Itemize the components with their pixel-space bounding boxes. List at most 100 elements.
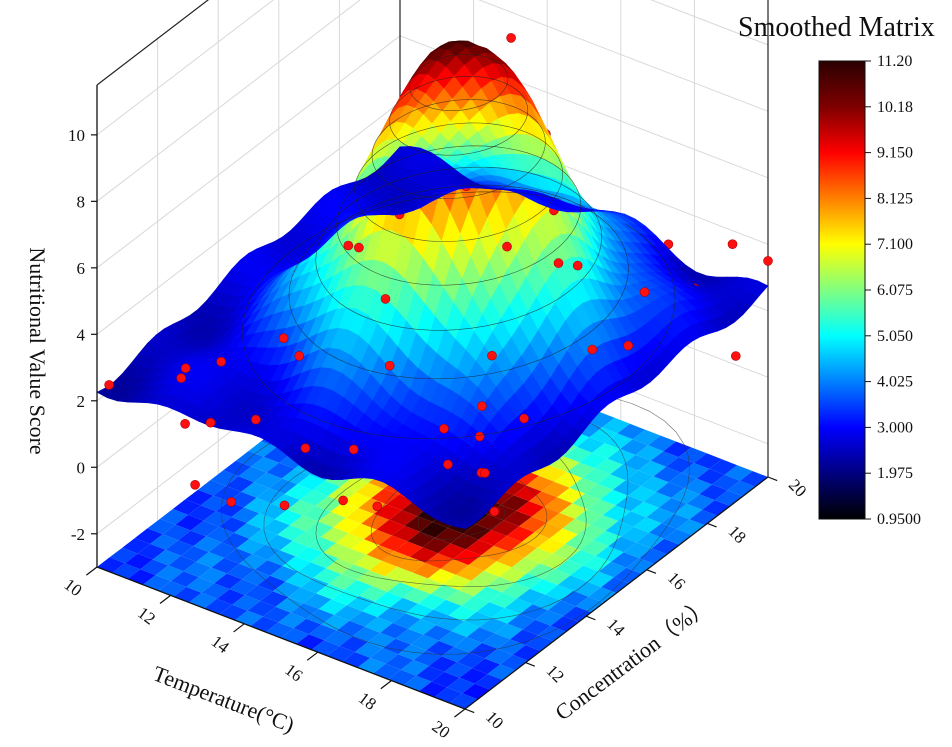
floor-cell — [478, 530, 507, 546]
floor-cell — [267, 550, 296, 566]
floor-cell — [234, 523, 262, 539]
surface-contour — [408, 54, 509, 112]
scatter-point — [474, 431, 485, 442]
floor-cell — [456, 565, 484, 581]
floor-cell — [428, 568, 456, 585]
floor-cell — [281, 628, 309, 644]
floor-cell — [168, 555, 197, 572]
floor-cell — [198, 480, 226, 496]
floor-cell — [459, 668, 488, 684]
floor-cell — [531, 507, 560, 523]
floor-cell — [282, 556, 311, 572]
floor-cell — [443, 574, 472, 591]
floor-cell — [625, 470, 654, 487]
floor-cell — [458, 580, 487, 597]
floor-cell — [557, 575, 586, 591]
floor-cell — [646, 507, 675, 524]
floor-cell — [423, 625, 452, 641]
floor-cell — [137, 543, 166, 560]
floor-cell — [221, 532, 250, 549]
surface-contour — [288, 184, 629, 380]
floor-cell — [300, 577, 329, 594]
floor-cell — [395, 628, 424, 645]
floor-cell — [622, 454, 651, 471]
floor-cell — [511, 469, 539, 486]
scatter-point — [104, 380, 114, 390]
floor-cell — [270, 566, 299, 582]
floor-cell — [469, 642, 498, 659]
floor-cell — [588, 587, 617, 603]
floor-cell — [615, 495, 644, 512]
floor-cell — [472, 658, 501, 675]
floor-cell — [160, 509, 189, 525]
floor-cell — [497, 639, 526, 655]
scatter-point — [384, 360, 395, 371]
floor-cell — [246, 513, 275, 529]
floor-cell — [602, 417, 630, 434]
y-tick-label: 16 — [664, 568, 689, 593]
floor-cell — [586, 411, 615, 428]
floor-cell — [303, 593, 332, 609]
floor-cell — [438, 631, 467, 647]
floor-cell — [345, 508, 374, 524]
floor-cell — [288, 587, 317, 604]
floor-cell — [331, 589, 360, 606]
floor-cell — [603, 505, 631, 521]
floor-cell — [334, 605, 363, 621]
z-tick-label: 10 — [68, 126, 85, 145]
y-tick — [707, 522, 717, 528]
scatter-point — [506, 33, 516, 43]
scatter-point — [180, 363, 191, 374]
floor-cell — [147, 518, 176, 535]
floor-cell — [343, 492, 372, 508]
z-tick-label: -2 — [71, 525, 85, 544]
floor-cell — [426, 640, 455, 657]
x-axis-line — [96, 566, 466, 710]
floor-cell — [514, 573, 543, 589]
floor-cell — [402, 588, 431, 604]
floor-cell — [547, 512, 575, 529]
floor-cell — [359, 585, 388, 602]
floor-cell — [310, 552, 339, 569]
floor-cell — [510, 629, 538, 646]
surface-contour — [389, 75, 529, 156]
floor-cell — [605, 521, 634, 537]
scatter-point — [439, 423, 449, 434]
floor-cell — [140, 559, 169, 576]
floor-cell — [252, 544, 281, 561]
floor-cell — [165, 540, 194, 556]
floor-cell — [318, 599, 347, 615]
surface-contour — [625, 224, 676, 380]
floor-cell — [461, 596, 490, 612]
x-tick — [159, 594, 171, 604]
floor-cell — [579, 452, 608, 469]
floor-cell — [352, 626, 381, 643]
x-tick-label: 16 — [281, 660, 306, 685]
floor-cell — [200, 495, 229, 512]
floor-cell — [241, 482, 270, 498]
floor-cell — [474, 674, 503, 690]
x-tick-label: 12 — [134, 603, 159, 628]
colorbar-tick-label: 11.20 — [877, 53, 912, 70]
floor-cell — [97, 557, 125, 573]
floor-cell — [479, 617, 508, 634]
floor-contour — [370, 461, 548, 562]
floor-cell — [253, 472, 282, 489]
floor-cell — [232, 595, 261, 611]
floor-cell — [595, 546, 624, 562]
floor-cell — [239, 554, 268, 570]
x-tick — [454, 708, 466, 718]
floor-cell — [483, 561, 512, 577]
floor-cell — [471, 570, 500, 587]
floor-cell — [297, 474, 326, 491]
x-tick-label: 18 — [355, 688, 380, 713]
floor-cell — [555, 559, 584, 576]
floor-cell — [519, 516, 547, 533]
z-axis-label: Nutritional Value Score — [25, 247, 50, 454]
scatter-point — [278, 333, 289, 344]
floor-cell — [260, 591, 289, 607]
floor-cell — [678, 447, 707, 463]
colorbar: 11.20 10.18 9.150 8.125 7.100 6.075 5.050 4.025… — [818, 53, 921, 528]
y-tick-label: 14 — [603, 614, 629, 640]
floor-cell — [643, 492, 672, 508]
